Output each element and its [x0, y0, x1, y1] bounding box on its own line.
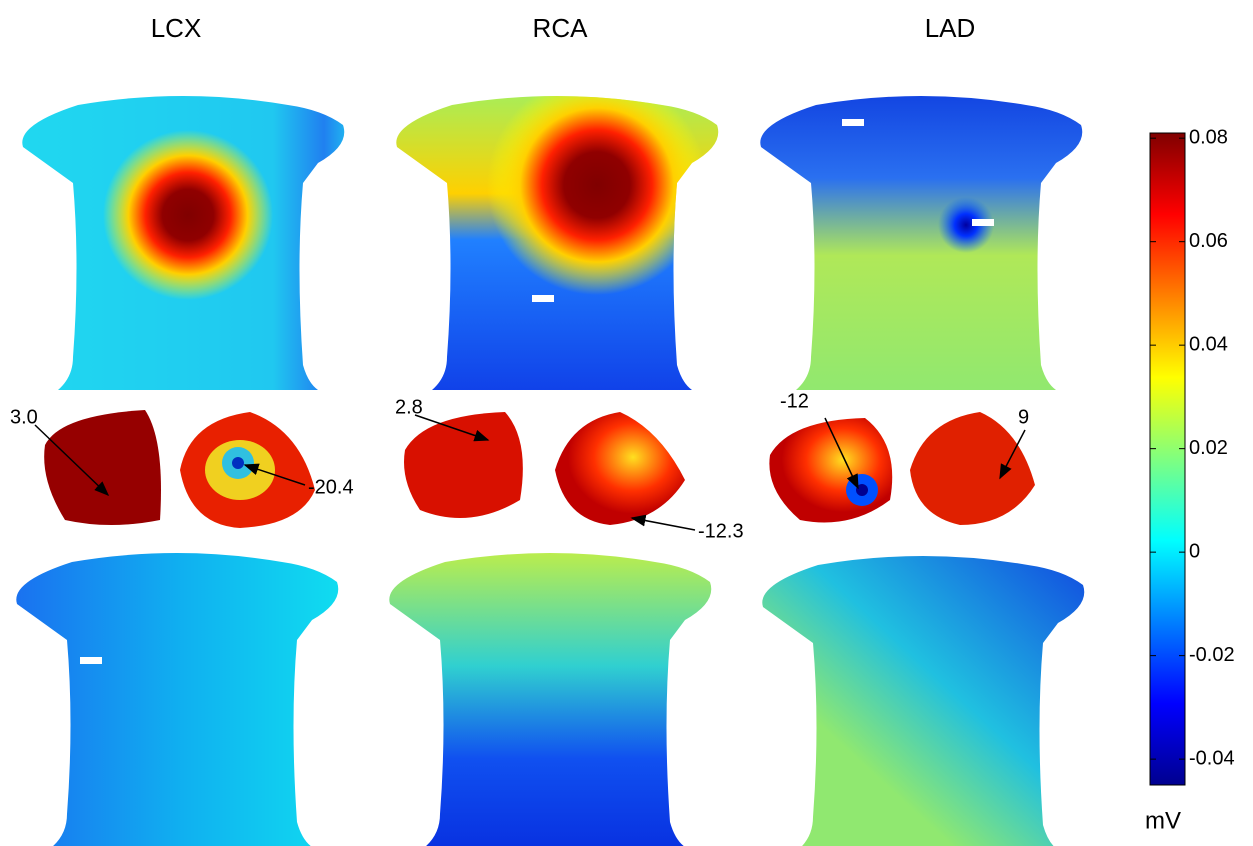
torso-map — [762, 556, 1085, 846]
colorbar — [1149, 132, 1186, 786]
annotation: 2.8 — [395, 396, 423, 418]
column-title: LAD — [925, 13, 976, 43]
colorbar-tick-label: -0.04 — [1189, 747, 1235, 769]
colorbar-tick-label: 0.04 — [1189, 333, 1228, 355]
torso-map — [22, 96, 345, 390]
annotation: -20.4 — [308, 476, 354, 498]
annotation: -12.3 — [698, 520, 744, 542]
torso-map — [760, 96, 1083, 390]
torso-map — [389, 553, 712, 846]
colorbar-tick-label: 0.06 — [1189, 230, 1228, 252]
annotation: 3.0 — [10, 406, 38, 428]
torso-map — [396, 96, 719, 390]
colorbar-tick-label: 0.02 — [1189, 437, 1228, 459]
annotations — [34, 414, 1026, 531]
heart-maps — [44, 410, 1035, 528]
annotation: -12 — [780, 390, 809, 412]
column-title: LCX — [151, 13, 202, 43]
torso-map — [16, 553, 339, 846]
colorbar-tick-label: 0.08 — [1189, 126, 1228, 148]
column-title: RCA — [533, 13, 589, 43]
colorbar-tick-label: 0 — [1189, 540, 1200, 562]
colorbar-unit: mV — [1145, 807, 1181, 834]
annotation: 9 — [1018, 406, 1029, 428]
colorbar-tick-label: -0.02 — [1189, 644, 1235, 666]
